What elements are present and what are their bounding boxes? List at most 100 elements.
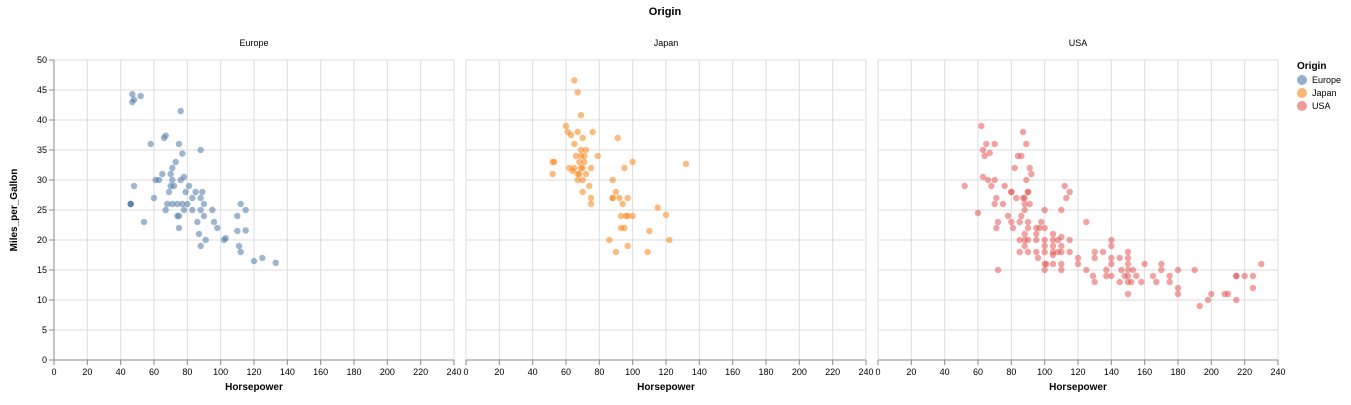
data-point [169,176,176,184]
data-point [986,149,993,157]
data-point [1174,290,1182,298]
data-point [1108,260,1115,268]
data-point [1108,272,1115,280]
x-tick-label: 60 [973,367,983,377]
data-point [185,182,193,190]
data-point [1058,242,1065,250]
data-point [562,122,570,130]
data-point [234,227,241,235]
data-point [994,218,1002,226]
data-point [589,128,596,136]
x-tick-label: 80 [594,367,604,377]
data-point [1016,218,1023,226]
data-point [999,200,1007,208]
data-point [197,242,204,250]
data-point [177,107,184,115]
data-point [1036,224,1043,232]
data-point [1041,266,1048,274]
data-point [180,206,188,214]
data-point [984,176,992,184]
data-point [1066,188,1073,196]
data-point [1058,266,1065,274]
data-point [1058,206,1065,214]
x-tick-label: 200 [792,367,807,377]
data-point [1019,128,1027,136]
data-point [1021,230,1028,238]
data-point [1016,236,1023,244]
data-point [571,140,578,148]
data-point [167,170,174,178]
data-point [1108,236,1115,244]
data-point [624,242,631,250]
data-point [209,206,216,214]
data-point [1058,233,1065,241]
data-point [991,140,998,148]
x-tick-label: 240 [1270,367,1285,377]
data-point [1024,224,1032,232]
data-point [574,89,581,96]
data-point [162,206,169,214]
data-point [1224,290,1232,298]
data-point [1124,266,1132,274]
legend-items: Europe Japan USA [1297,75,1341,111]
data-point [127,200,134,208]
data-point [169,200,176,208]
data-point [1058,260,1065,268]
data-point [1103,266,1110,274]
x-tick-label: 220 [1237,367,1252,377]
x-tick-label: 0 [51,367,56,377]
facet-label-japan: Japan [654,38,679,48]
data-point [577,112,585,119]
data-point [1021,206,1028,214]
data-point [170,182,178,190]
y-axis: 0 5 10 15 20 25 30 35 40 45 50 [37,55,55,365]
data-point [646,227,653,235]
y-tick-label: 15 [37,265,47,275]
data-point [609,176,616,184]
data-point [571,164,578,172]
data-point [1018,212,1025,220]
data-point [549,170,556,178]
data-point [1013,194,1020,202]
x-tick-label: 160 [725,367,740,377]
x-tick-label: 140 [692,367,707,377]
data-point [1166,272,1173,280]
data-point [192,188,199,196]
data-point [1043,260,1050,268]
data-point [1033,248,1040,256]
data-point [1041,248,1048,256]
data-point [1023,176,1030,184]
data-point [1174,266,1182,274]
data-point [1138,278,1145,286]
data-point [1196,302,1203,310]
x-tick-label: 0 [463,367,468,377]
data-point [1041,206,1048,214]
data-point [1041,224,1048,232]
data-point [993,194,1000,202]
data-point [586,182,593,190]
data-point [129,91,136,98]
data-point [574,176,581,184]
data-point [130,182,138,190]
data-point [194,218,201,226]
data-point [567,131,575,139]
legend-label-europe: Europe [1312,75,1341,85]
data-point [1021,194,1028,202]
data-point [180,173,188,181]
data-point [576,170,583,178]
x-tick-label: 100 [213,367,228,377]
x-tick-label: 0 [875,367,880,377]
data-point [581,158,588,166]
x-tick-label: 20 [494,367,504,377]
x-tick-label: 60 [149,367,159,377]
data-point [1034,254,1042,262]
data-point [235,242,243,250]
legend-label-japan: Japan [1312,88,1337,98]
data-point [1249,284,1257,292]
data-point [175,140,183,148]
x-tick-label: 20 [82,367,92,377]
data-point [981,152,988,160]
data-point [579,134,586,142]
